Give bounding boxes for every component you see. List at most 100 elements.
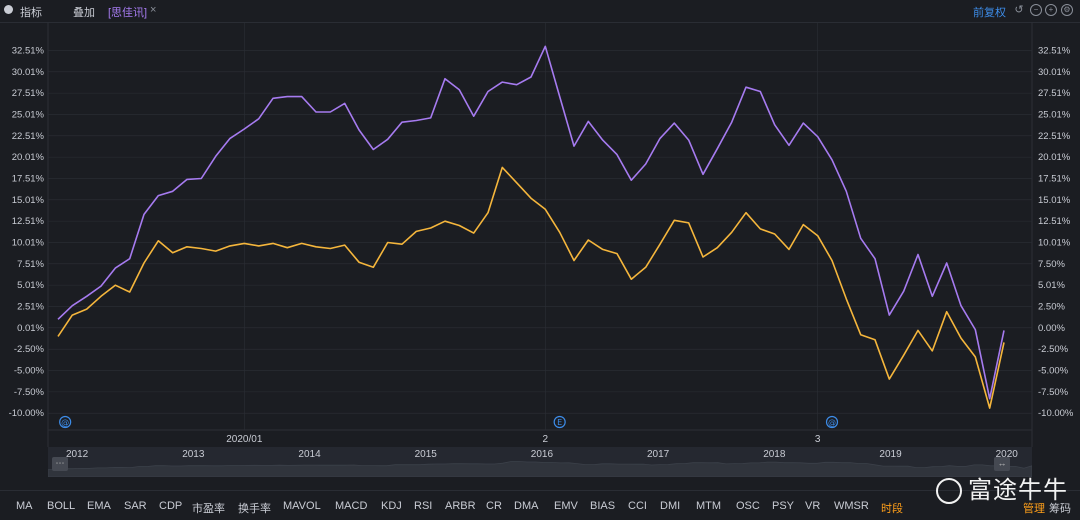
indicator-tab[interactable]: EMA xyxy=(87,500,111,512)
indicator-tab[interactable]: BOLL xyxy=(47,500,76,512)
navigator-year-label: 2016 xyxy=(530,449,554,460)
series-line-main xyxy=(57,166,1005,409)
navigator-year-label: 2012 xyxy=(66,449,89,460)
event-marker-label: E xyxy=(557,418,562,427)
indicator-tab[interactable]: MTM xyxy=(696,500,722,512)
indicator-tab[interactable]: WMSR xyxy=(834,500,869,512)
overlay-menu[interactable]: 叠加 xyxy=(73,7,95,19)
y-tick-label-right: 0.00% xyxy=(1038,323,1065,334)
time-range-navigator[interactable]: 2012 2013 2014 2015 2016 2017 2018 2019 2020 ⋯ ↔ xyxy=(48,447,1032,477)
navigator-year-label: 2013 xyxy=(182,449,205,460)
y-tick-label-left: 27.51% xyxy=(12,88,45,99)
y-tick-label-left: 30.01% xyxy=(12,67,45,78)
navigator-area xyxy=(48,461,1032,477)
adjust-mode-button[interactable]: 前复权 xyxy=(973,7,1006,19)
indicator-tab[interactable]: MA xyxy=(16,500,33,512)
y-tick-label-left: 12.51% xyxy=(12,216,45,227)
manage-button[interactable]: 管理 xyxy=(1023,503,1045,515)
indicator-tab[interactable]: ARBR xyxy=(445,500,476,512)
brand-logo-icon xyxy=(936,478,962,504)
series-line-overlay xyxy=(57,45,1005,400)
y-tick-label-right: 20.01% xyxy=(1038,152,1071,163)
event-marker-icon[interactable] xyxy=(59,415,72,429)
navigator-year-label: 2017 xyxy=(647,449,670,460)
y-tick-label-right: 22.51% xyxy=(1038,131,1071,142)
y-tick-label-left: -7.50% xyxy=(14,387,45,398)
brand-name: 富途牛牛 xyxy=(968,476,1068,504)
y-tick-label-right: 15.01% xyxy=(1038,195,1071,206)
indicator-tabs-bar: MA BOLL EMA SAR CDP 市盈率 换手率 MAVOL MACD KDJ RSI ARBR… xyxy=(0,490,1080,520)
navigator-year-label: 2014 xyxy=(298,449,321,460)
comparison-line-chart[interactable]: 32.51%30.01%27.51%25.01%22.51%20.01%17.5… xyxy=(0,22,1080,447)
x-tick-label: 2020/01 xyxy=(226,434,263,445)
range-start-handle[interactable]: ⋯ xyxy=(52,457,68,471)
indicator-tab[interactable]: BIAS xyxy=(590,500,616,512)
indicator-tab[interactable]: DMA xyxy=(514,500,539,512)
zoom-in-icon[interactable]: + xyxy=(1045,4,1057,16)
indicator-tab[interactable]: 时段 xyxy=(881,503,903,515)
indicator-tab[interactable]: CCI xyxy=(628,500,647,512)
indicator-tab[interactable]: VR xyxy=(805,500,821,512)
brand-watermark: 富途牛牛 xyxy=(936,470,1068,505)
y-tick-label-right: 32.51% xyxy=(1038,45,1071,56)
overlay-stock-tag[interactable]: [思佳讯] xyxy=(108,7,148,19)
navigator-year-label: 2019 xyxy=(879,449,902,460)
undo-icon[interactable]: ↺ xyxy=(1014,4,1024,16)
y-tick-label-left: 15.01% xyxy=(12,195,45,206)
indicator-tab[interactable]: KDJ xyxy=(381,500,402,512)
event-marker-icon[interactable] xyxy=(825,415,839,429)
y-tick-label-right: 17.51% xyxy=(1038,173,1071,184)
navigator-year-label: 2020 xyxy=(995,449,1018,460)
indicator-tab[interactable]: 市盈率 xyxy=(192,503,225,515)
navigator-year-label: 2015 xyxy=(414,449,437,460)
indicator-tab[interactable]: SAR xyxy=(124,500,147,512)
settings-icon[interactable]: ⚙ xyxy=(1061,4,1073,16)
y-tick-label-left: -5.00% xyxy=(14,366,45,377)
indicator-tab[interactable]: OSC xyxy=(736,500,760,512)
event-marker-label: @ xyxy=(61,418,69,427)
range-end-handle[interactable]: ↔ xyxy=(994,457,1010,471)
y-tick-label-right: -7.50% xyxy=(1038,387,1069,398)
y-tick-label-right: 7.50% xyxy=(1038,259,1065,270)
event-marker-label: @ xyxy=(828,418,836,427)
y-tick-label-right: 27.51% xyxy=(1038,88,1071,99)
y-tick-label-left: 17.51% xyxy=(12,173,45,184)
indicator-tab[interactable]: CDP xyxy=(159,500,183,512)
y-tick-label-right: -10.00% xyxy=(1038,408,1074,419)
navigator-sparkline xyxy=(48,461,1032,477)
y-tick-label-left: 10.01% xyxy=(12,237,45,248)
indicator-tab[interactable]: RSI xyxy=(414,500,433,512)
y-tick-label-right: 30.01% xyxy=(1038,67,1071,78)
y-tick-label-right: 2.50% xyxy=(1038,301,1065,312)
y-tick-label-left: 2.51% xyxy=(17,301,44,312)
x-tick-label: 2 xyxy=(543,434,549,445)
y-tick-label-left: 32.51% xyxy=(12,45,45,56)
indicator-menu[interactable]: 指标 xyxy=(20,7,42,19)
indicator-tab[interactable]: MAVOL xyxy=(283,500,321,512)
y-tick-label-right: 10.01% xyxy=(1038,237,1071,248)
y-tick-label-left: 22.51% xyxy=(12,131,45,142)
y-tick-label-right: -2.50% xyxy=(1038,344,1069,355)
top-toolbar: 指标 叠加 [思佳讯] × 前复权 ↺ − + ⚙ xyxy=(0,0,1080,23)
zoom-out-icon[interactable]: − xyxy=(1030,4,1042,16)
indicator-dropdown-icon[interactable] xyxy=(4,5,13,14)
y-tick-label-left: 0.01% xyxy=(17,323,44,334)
indicator-tab[interactable]: EMV xyxy=(554,500,578,512)
y-tick-label-left: 25.01% xyxy=(12,109,45,120)
indicator-tab[interactable]: PSY xyxy=(772,500,795,512)
y-tick-label-left: 20.01% xyxy=(12,152,45,163)
indicator-tab[interactable]: CR xyxy=(486,500,502,512)
navigator-year-label: 2018 xyxy=(763,449,786,460)
y-tick-label-left: 5.01% xyxy=(17,280,44,291)
indicator-tab[interactable]: MACD xyxy=(335,500,368,512)
y-tick-label-left: 7.51% xyxy=(17,259,44,270)
event-marker-icon[interactable] xyxy=(553,415,566,429)
y-tick-label-left: -10.00% xyxy=(9,408,45,419)
y-tick-label-right: 12.51% xyxy=(1038,216,1071,227)
remove-overlay-button[interactable]: × xyxy=(150,4,157,16)
y-tick-label-right: 5.01% xyxy=(1038,280,1065,291)
indicator-tab[interactable]: DMI xyxy=(660,500,681,512)
indicator-tab[interactable]: 换手率 xyxy=(238,503,271,515)
y-tick-label-right: 25.01% xyxy=(1038,109,1071,120)
chip-button[interactable]: 筹码 xyxy=(1049,503,1071,515)
